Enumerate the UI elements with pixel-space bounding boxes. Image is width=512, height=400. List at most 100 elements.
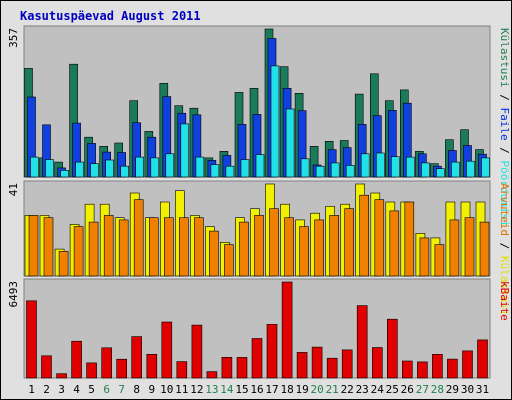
bar-middle-arvuteid-7 [118,219,129,277]
bar-top-külastusi-7 [120,165,129,178]
bar-middle-arvuteid-11 [179,217,189,277]
bar-top-külastusi-4 [75,161,84,178]
bar-top-külastusi-8 [135,156,144,178]
bar-middle-arvuteid-5 [88,221,99,277]
bar-top-külastusi-2 [45,159,54,178]
bar-middle-arvuteid-15 [239,221,249,277]
bar-top-külastusi-18 [285,108,295,178]
bar-top-külastusi-3 [60,170,69,178]
panel-top-legend: Külastusi / Faile / Pöördumisi [498,28,511,227]
x-tick-label-26: 26 [401,383,414,396]
x-tick-label-25: 25 [386,383,399,396]
bar-middle-arvuteid-19 [299,226,309,277]
bar-middle-arvuteid-25 [389,210,400,277]
panel-bottom-max-label: 6493 [7,281,20,308]
bar-top-külastusi-21 [330,162,340,178]
bar-bottom-kbaite-14 [221,356,233,379]
bar-bottom-kbaite-31 [477,339,488,379]
bar-top-külastusi-23 [360,153,370,178]
bar-middle-arvuteid-17 [269,208,279,277]
x-tick-label-19: 19 [295,383,308,396]
bar-bottom-kbaite-10 [161,321,173,379]
x-tick-label-10: 10 [160,383,173,396]
panel-bottom-legend: kBaite [498,281,511,321]
panel-middle-legend-item-2: Külastusi [498,256,511,316]
bar-top-külastusi-11 [180,123,190,178]
bar-bottom-kbaite-16 [251,338,263,379]
bar-middle-arvuteid-21 [329,215,340,277]
x-tick-label-1: 1 [28,383,35,396]
bar-bottom-kbaite-19 [296,352,308,379]
x-tick-label-9: 9 [148,383,155,396]
bar-bottom-kbaite-30 [462,350,473,379]
x-tick-label-14: 14 [220,383,234,396]
bar-bottom-kbaite-2 [41,355,52,379]
panel-middle-legend-item-1: / [498,236,511,256]
bar-top-külastusi-26 [405,156,415,178]
bar-middle-arvuteid-1 [28,215,39,277]
x-tick-label-20: 20 [310,383,323,396]
x-tick-label-5: 5 [88,383,95,396]
bar-bottom-kbaite-26 [401,360,413,379]
bar-bottom-kbaite-7 [116,358,127,379]
bar-middle-arvuteid-10 [164,217,174,277]
bar-top-külastusi-16 [255,154,265,178]
bar-bottom-kbaite-25 [386,318,398,379]
bar-bottom-kbaite-5 [86,362,97,379]
bar-top-külastusi-14 [225,165,235,178]
panel-bottom-legend-item-0: kBaite [498,281,511,321]
bar-middle-arvuteid-23 [359,194,370,277]
bar-bottom-kbaite-3 [56,373,67,379]
bar-bottom-kbaite-6 [101,347,112,379]
bar-top-külastusi-12 [195,156,205,178]
x-tick-label-21: 21 [326,383,339,396]
bar-middle-arvuteid-20 [314,219,324,277]
bar-bottom-kbaite-11 [176,361,188,379]
bar-middle-arvuteid-13 [209,230,219,277]
panel-middle-legend-item-0: Arvuteid [498,183,511,236]
bar-middle-arvuteid-8 [133,199,144,277]
x-tick-label-24: 24 [371,383,385,396]
chart-title: Kasutuspäevad August 2011 [20,9,201,23]
panel-top-legend-item-0: Külastusi [498,28,511,88]
bar-bottom-kbaite-9 [146,353,158,379]
bar-top-külastusi-13 [210,164,220,178]
bar-bottom-kbaite-20 [311,346,323,379]
bar-middle-arvuteid-18 [284,217,294,277]
bar-top-külastusi-31 [481,157,490,178]
x-tick-label-8: 8 [133,383,140,396]
bar-top-külastusi-10 [165,153,175,178]
bar-top-külastusi-6 [105,159,114,178]
bar-top-külastusi-28 [436,168,445,178]
x-tick-label-17: 17 [265,383,278,396]
bar-middle-arvuteid-31 [479,221,490,277]
x-tick-label-4: 4 [73,383,80,396]
bar-bottom-kbaite-29 [447,358,458,379]
x-tick-label-27: 27 [416,383,429,396]
x-tick-label-28: 28 [431,383,444,396]
bar-middle-arvuteid-12 [194,217,204,277]
panel-top-legend-item-4: Pöördumisi [498,160,511,226]
bar-middle-arvuteid-16 [254,215,264,277]
bar-top-külastusi-15 [240,159,250,178]
panel-top-max-label: 357 [7,28,20,48]
bar-middle-arvuteid-6 [103,215,114,277]
bar-top-külastusi-30 [466,160,475,178]
bar-bottom-kbaite-28 [432,353,443,379]
x-tick-label-15: 15 [235,383,248,396]
x-tick-label-11: 11 [175,383,188,396]
bar-top-külastusi-1 [30,156,39,178]
bar-bottom-kbaite-18 [281,281,293,379]
x-tick-label-31: 31 [476,383,489,396]
x-tick-label-2: 2 [43,383,50,396]
panel-top-legend-item-1: / [498,88,511,108]
bar-middle-arvuteid-2 [43,217,54,277]
x-tick-label-6: 6 [103,383,110,396]
bar-bottom-kbaite-13 [206,371,218,379]
x-tick-label-22: 22 [341,383,354,396]
bar-top-külastusi-27 [421,162,430,178]
bar-bottom-kbaite-23 [356,305,368,379]
bar-top-külastusi-5 [90,163,99,178]
bar-middle-arvuteid-24 [374,199,385,277]
